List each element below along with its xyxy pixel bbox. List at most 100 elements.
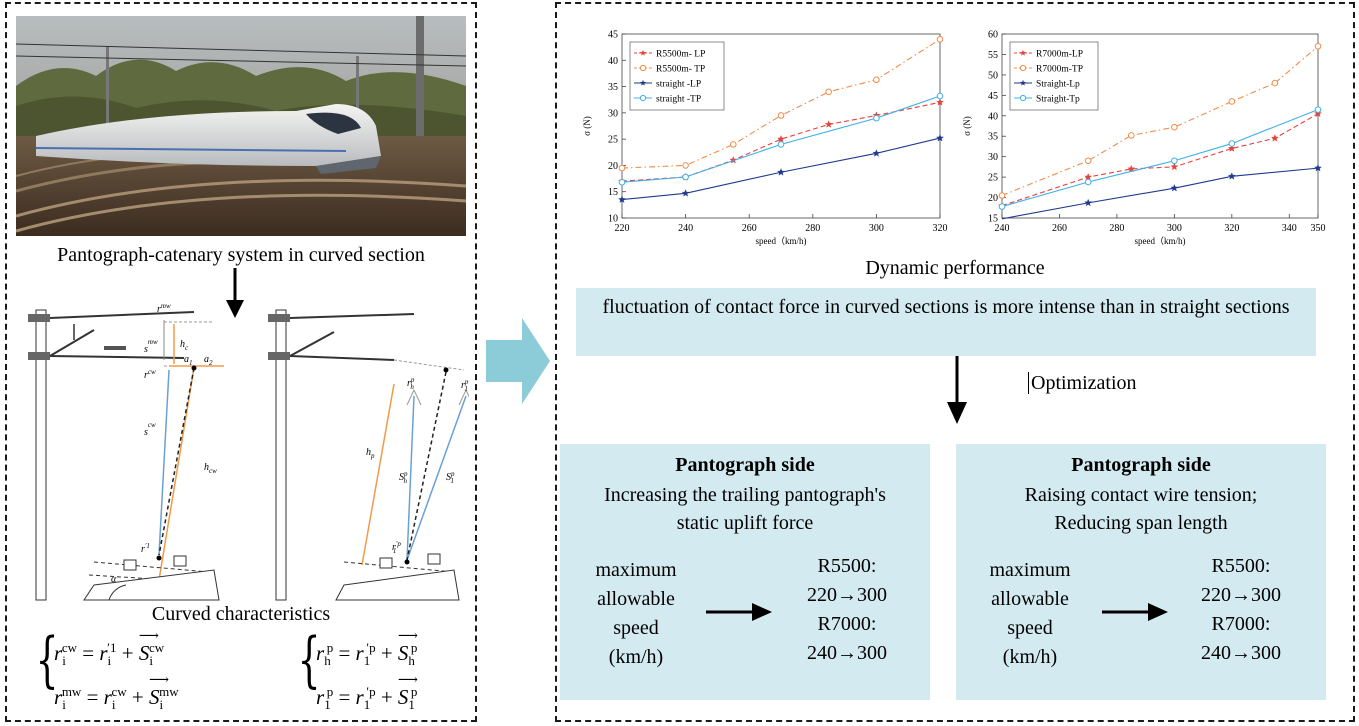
y-tick-label: 45 <box>608 30 618 41</box>
result-value: 240→300 <box>807 642 887 664</box>
y-tick-label: 25 <box>988 173 998 184</box>
data-point <box>1314 163 1322 172</box>
data-point <box>1171 123 1178 131</box>
box-right-title: Pantograph side <box>1071 454 1211 476</box>
box-left-metric: maximum allowable speed (km/h) <box>576 556 696 672</box>
data-point <box>777 141 785 148</box>
data-point <box>1170 183 1179 192</box>
svg-text:hcw: hcw <box>204 462 217 475</box>
chart-r5500: 10 15 20 25 30 35 40 45 220 240 260 280 300 320 speed（… <box>582 30 948 247</box>
y-axis-label: σ (N) <box>582 116 592 136</box>
data-point <box>682 173 689 181</box>
y-tick-label: 25 <box>608 135 618 146</box>
result-value: 220→300 <box>1201 584 1281 606</box>
result-label: R7000: <box>817 613 877 635</box>
x-tick-label: 260 <box>742 223 757 234</box>
svg-text:hc: hc <box>180 339 189 352</box>
legend-label: straight -LP <box>656 80 701 90</box>
data-point <box>1084 178 1092 186</box>
x-tick-label: 280 <box>1109 223 1124 234</box>
finding-box: fluctuation of contact force in curved s… <box>576 288 1316 356</box>
data-point <box>777 168 785 176</box>
y-tick-label: 30 <box>988 152 998 163</box>
y-tick-label: 55 <box>988 50 998 61</box>
data-point <box>1127 164 1136 173</box>
y-tick-label: 20 <box>988 193 998 204</box>
metric-line: speed <box>613 617 659 639</box>
legend-marker <box>639 49 647 56</box>
x-tick-label: 320 <box>933 223 948 234</box>
svg-text:Sp1: Sp 1 <box>446 470 455 485</box>
right-panel <box>555 2 1355 722</box>
x-tick-label: 340 <box>1282 223 1297 234</box>
svg-text:r'p1: r'p 1 <box>392 540 401 555</box>
x-tick-label: 350 <box>1311 223 1326 234</box>
svg-text:a1: a1 <box>184 354 193 367</box>
right-arrow-icon <box>1102 603 1168 621</box>
optimization-label: Optimization <box>1028 372 1137 394</box>
data-point <box>1084 172 1093 181</box>
data-point <box>1227 144 1236 152</box>
right-brace: { <box>297 625 321 695</box>
svg-text:hp: hp <box>366 447 375 460</box>
metric-line: maximum <box>595 559 677 581</box>
finding-text: fluctuation of contact force in curved s… <box>602 296 1290 318</box>
svg-text:r'1: r'1 <box>141 542 150 555</box>
data-point <box>729 155 738 164</box>
pantograph-box-right: Pantograph side Raising contact wire ten… <box>956 444 1326 700</box>
curve-caption: Curved characteristics <box>151 603 331 625</box>
data-point <box>1314 106 1322 113</box>
data-point <box>1228 140 1236 147</box>
data-point <box>618 195 626 203</box>
data-point <box>873 76 880 84</box>
data-point <box>1271 79 1279 87</box>
svg-text:scw: scw <box>144 421 156 438</box>
data-point <box>824 120 833 128</box>
metric-line: (km/h) <box>608 646 664 668</box>
left-brace: { <box>35 625 59 695</box>
right-subdiagram <box>268 309 469 601</box>
left-subdiagram <box>28 309 224 601</box>
legend-label: Straight-Lp <box>1036 80 1080 90</box>
legend-label: R7000m-LP <box>1036 50 1083 60</box>
data-point <box>1227 172 1236 180</box>
y-tick-label: 30 <box>608 108 618 119</box>
legend-marker <box>639 94 647 102</box>
box-left-title: Pantograph side <box>675 454 815 476</box>
down-arrow-icon-2 <box>947 356 967 424</box>
data-point <box>825 88 832 96</box>
data-point <box>936 133 944 142</box>
legend-marker <box>1019 79 1027 86</box>
data-point <box>1171 157 1178 165</box>
data-point <box>1127 132 1135 139</box>
y-axis-label: σ (N) <box>962 116 972 136</box>
data-point <box>730 141 737 148</box>
legend-marker <box>639 64 647 72</box>
x-tick-label: 320 <box>1224 223 1239 234</box>
svg-text:Sph: Sp h <box>399 470 408 485</box>
box-left-results: R5500: 220→300 R7000: 240→300 <box>782 552 912 668</box>
y-tick-label: 15 <box>608 187 618 198</box>
x-tick-label: 260 <box>1052 223 1067 234</box>
down-arrow-icon <box>226 268 244 318</box>
equation-1: ricw = ri′1 + ⟶ Sicw <box>54 629 165 669</box>
data-point <box>872 149 881 157</box>
y-tick-label: 35 <box>608 82 618 93</box>
x-tick-label: 220 <box>615 223 630 234</box>
box-right-metric: maximum allowable speed (km/h) <box>970 556 1090 672</box>
legend-marker <box>1019 64 1027 72</box>
svg-text:rph: rp h <box>407 376 415 391</box>
result-label: R5500: <box>1211 555 1271 577</box>
right-arrow-icon <box>706 603 772 621</box>
data-point <box>682 162 689 169</box>
train-photo <box>16 16 466 236</box>
svg-text:a2: a2 <box>204 354 213 367</box>
box-left-subtitle-1: Increasing the trailing pantograph's <box>604 484 886 506</box>
legend-marker <box>639 79 647 86</box>
pantograph-box-left: Pantograph side Increasing the trailing … <box>560 444 930 700</box>
metric-line: allowable <box>991 588 1069 610</box>
x-tick-label: 240 <box>678 223 693 234</box>
data-point <box>936 35 944 43</box>
chart-r7000: 15 20 25 30 35 40 45 50 55 60 240 260 280 300 320 340 35… <box>962 30 1326 247</box>
x-tick-label: 300 <box>869 223 884 234</box>
